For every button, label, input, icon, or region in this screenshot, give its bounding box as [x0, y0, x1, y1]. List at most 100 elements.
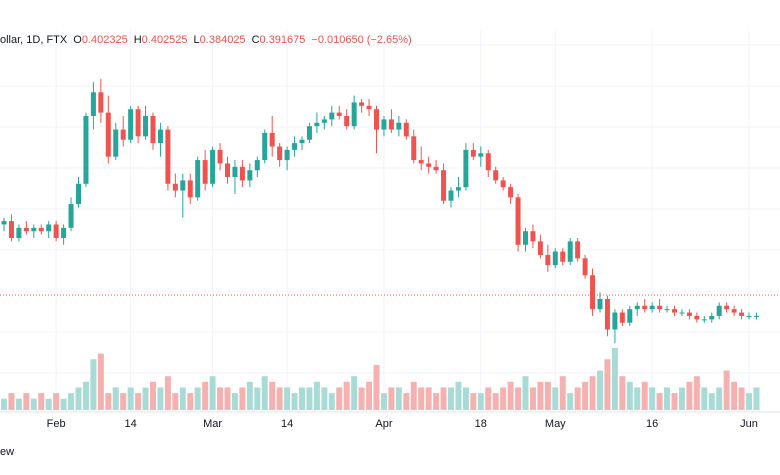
legend-close-label: C — [251, 34, 260, 46]
volume-bar — [649, 387, 656, 410]
volume-bar — [611, 348, 618, 410]
candle-body — [612, 312, 618, 330]
candle-body — [537, 241, 543, 255]
volume-bar — [15, 398, 22, 410]
candle-body — [172, 183, 178, 191]
candle-body — [515, 197, 521, 245]
candle-body — [366, 105, 372, 110]
candle-body — [90, 92, 96, 116]
volume-bar — [239, 387, 246, 410]
volume-bar — [351, 376, 358, 410]
volume-bar — [582, 381, 589, 410]
volume-bar — [500, 387, 507, 410]
volume-bar — [395, 387, 402, 410]
candle-body — [478, 153, 484, 157]
volume-bar — [299, 387, 305, 410]
volume-bar — [1, 398, 7, 410]
volume-bar — [552, 387, 559, 410]
candle-body — [470, 149, 476, 157]
candle-body — [455, 187, 461, 191]
candle-body — [374, 109, 379, 130]
legend-symbol: ollar, 1D, FTX — [0, 34, 68, 46]
volume-bar — [53, 393, 60, 410]
volume-bar — [716, 387, 723, 410]
volume-bar — [425, 387, 432, 410]
volume-bar — [231, 393, 238, 410]
candle-body — [590, 275, 596, 310]
volume-bar — [142, 387, 149, 410]
candle-body — [143, 116, 149, 137]
candle-body — [448, 190, 454, 201]
volume-bar — [410, 381, 417, 410]
candle-body — [560, 251, 566, 262]
candle-body — [679, 312, 685, 314]
candle-body — [582, 258, 588, 276]
volume-bar — [254, 387, 261, 410]
candle-body — [16, 227, 22, 238]
volume-bar — [448, 387, 454, 410]
volume-bar — [567, 393, 574, 410]
candle-body — [396, 122, 402, 130]
candle-body — [120, 129, 126, 140]
volume-bar — [90, 359, 97, 410]
volume-bar — [671, 393, 678, 410]
candle-body — [575, 241, 581, 259]
volume-bar — [589, 376, 596, 410]
candle-body — [284, 149, 290, 161]
candle-body — [508, 187, 514, 198]
candle-body — [53, 224, 59, 238]
volume-bar — [753, 387, 760, 410]
volume-bar — [321, 387, 328, 410]
legend-high-label: H — [133, 34, 142, 46]
volume-bar — [328, 393, 335, 410]
volume-bar — [112, 387, 119, 410]
volume-bar — [97, 353, 104, 410]
volume-bar — [336, 387, 343, 410]
volume-bar — [492, 393, 499, 410]
candle-body — [597, 299, 603, 310]
volume-bar — [597, 370, 603, 410]
candle-body — [724, 305, 730, 310]
candle-body — [336, 112, 342, 116]
volume-bar — [544, 381, 551, 410]
candle-body — [664, 309, 670, 311]
volume-bar — [60, 398, 67, 410]
volume-bar — [75, 387, 82, 410]
candle-body — [493, 170, 499, 181]
candle-body — [150, 116, 156, 144]
legend-high-value: 0.402525 — [141, 34, 188, 46]
candle-body — [61, 227, 67, 238]
x-tick-label: Jun — [740, 418, 758, 430]
candle-body — [76, 183, 81, 205]
legend-open-label: O — [73, 34, 82, 46]
legend-low-value: 0.384025 — [199, 34, 246, 46]
candle-body — [98, 92, 104, 113]
volume-bar — [373, 364, 380, 410]
volume-bar — [164, 376, 171, 410]
volume-bar — [507, 381, 514, 410]
volume-bar — [440, 387, 447, 410]
candle-body — [753, 315, 759, 317]
candle-body — [634, 305, 640, 310]
volume-bar — [388, 387, 395, 410]
volume-bar — [738, 387, 745, 410]
volume-bar — [306, 387, 313, 410]
candle-body — [202, 160, 208, 184]
candle-body — [709, 315, 715, 320]
volume-bar — [150, 381, 156, 410]
legend-open-value: 0.402325 — [81, 34, 128, 46]
candle-body — [225, 163, 230, 177]
volume-bar — [693, 376, 700, 410]
candle-body — [545, 254, 551, 266]
volume-bar — [403, 393, 410, 410]
volume-bar — [604, 359, 611, 410]
candle-body — [299, 139, 305, 144]
candle-body — [604, 299, 610, 330]
candle-body — [135, 109, 141, 137]
candle-body — [187, 180, 193, 198]
volume-bar — [194, 387, 201, 410]
volume-bar — [313, 381, 320, 410]
volume-bar — [626, 381, 633, 410]
